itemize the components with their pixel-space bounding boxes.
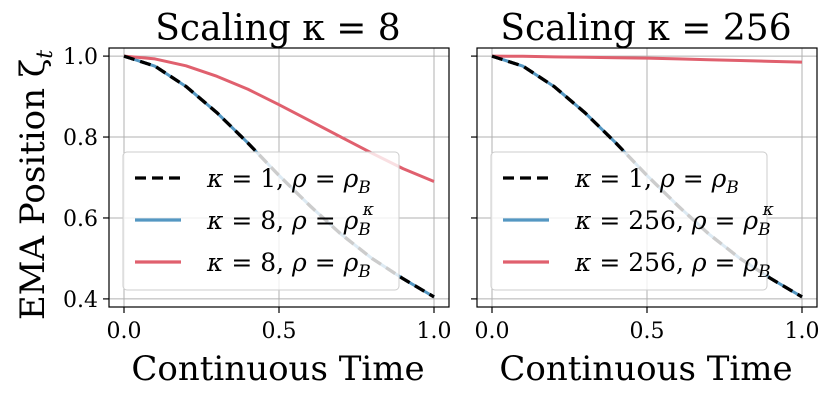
panel-2-xlabel: Continuous Time [499,349,792,389]
panel-2-title: Scaling κ = 256 [500,8,791,49]
series-line-2 [491,54,803,64]
y-tick-label: 0.6 [63,207,98,232]
series-line-dashed-top [123,54,435,299]
legend-label-1: κ = 256, ρ = ρBκ [574,200,774,240]
x-tick-label: 1.0 [785,319,820,344]
y-axis-label: EMA Position ζt [13,50,58,320]
x-tick-label: 0.5 [262,319,297,344]
panel-1-title: Scaling κ = 8 [155,8,400,49]
panel-1-xlabel: Continuous Time [131,349,424,389]
y-tick-label: 1.0 [63,45,98,70]
panel-kappa-256: Scaling κ = 256 Continuous Time 0.0 0.5 1.… [471,8,820,389]
legend: κ = 1, ρ = ρBκ = 256, ρ = ρBκ κ = 256, ρ … [490,151,774,291]
legend: κ = 1, ρ = ρBκ = 8, ρ = ρBκ κ = 8, ρ = ρB [122,151,400,291]
legend-label-2: κ = 8, ρ = ρB [206,248,371,282]
y-tick-label: 0.4 [63,288,98,313]
x-tick-label: 0.0 [107,319,142,344]
x-tick-label: 0.0 [475,319,510,344]
y-axis-label-subscript: t [33,50,58,59]
y-tick-label: 0.8 [63,126,98,151]
legend-label-0: κ = 1, ρ = ρB [574,164,739,198]
legend-box [490,151,768,291]
y-axis-label-main: EMA Position ζ [13,59,53,320]
legend-box [122,151,400,291]
x-tick-label: 1.0 [417,319,452,344]
series-line-dashed-top [491,54,803,299]
legend-label-1: κ = 8, ρ = ρBκ [206,200,374,240]
panel-kappa-8: Scaling κ = 8 Continuous Time EMA Positi… [13,8,452,389]
legend-label-0: κ = 1, ρ = ρB [206,164,371,198]
legend-label-2: κ = 256, ρ = ρB [574,248,771,282]
x-tick-label: 0.5 [630,319,665,344]
